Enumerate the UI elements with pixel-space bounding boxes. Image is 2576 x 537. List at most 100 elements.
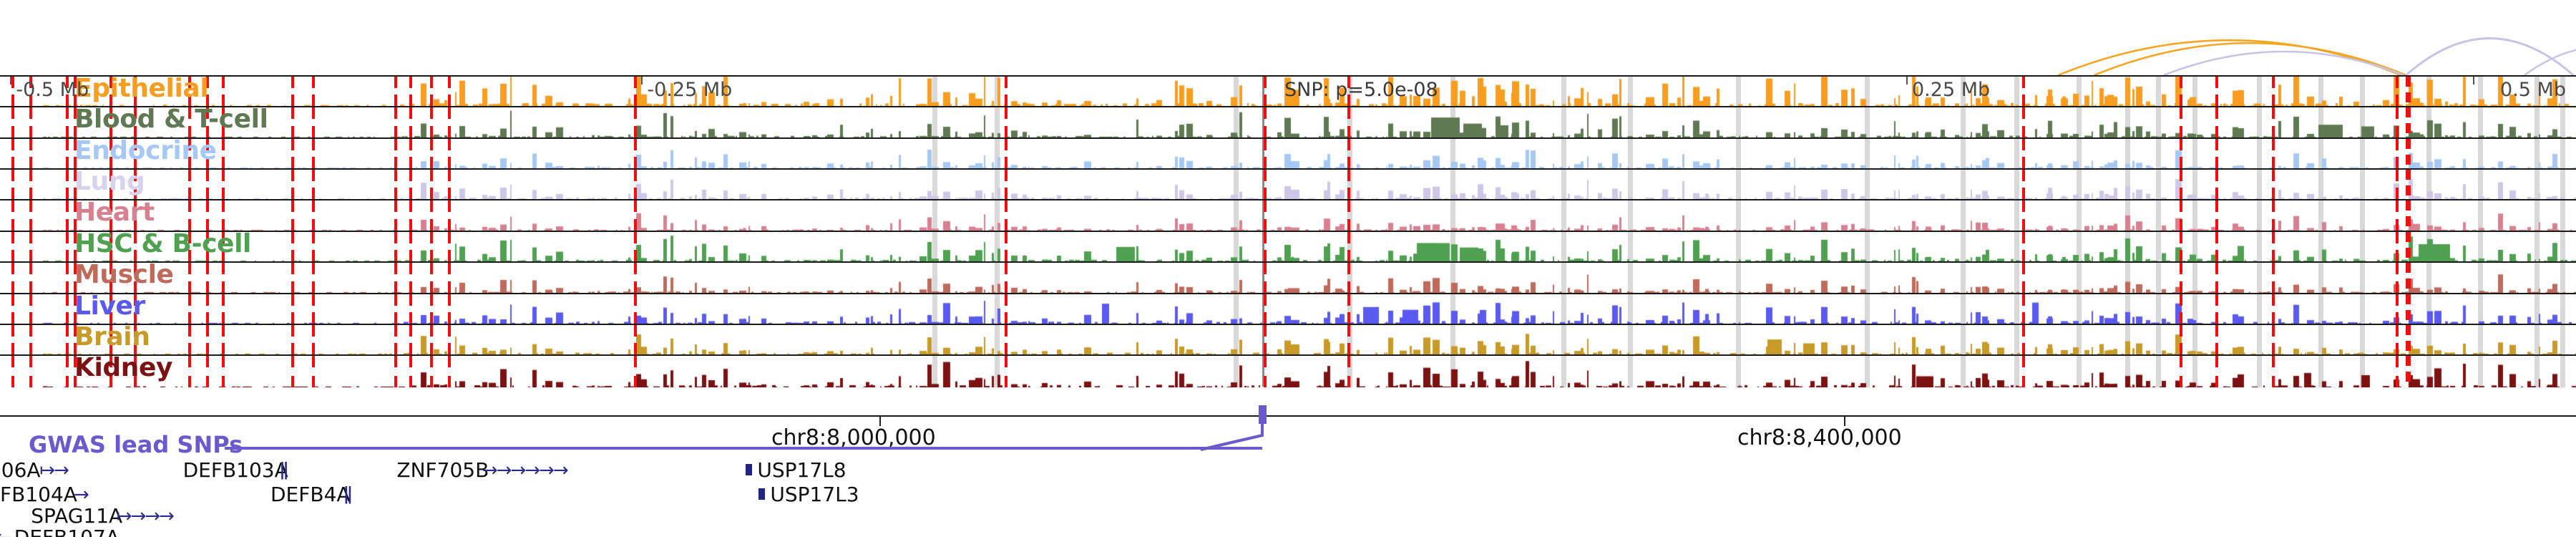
gwas-snp-tick (109, 294, 112, 306)
gwas-snp-tick (311, 200, 315, 213)
gwas-snp-tick (73, 356, 77, 368)
gwas-snp-tick (109, 95, 112, 107)
track-blood-t-cell[interactable]: Blood & T-cell (0, 107, 2576, 139)
gwas-snp-tick (206, 231, 209, 243)
track-endocrine[interactable]: Endocrine (0, 138, 2576, 170)
gene-label[interactable]: DEFB4A (270, 483, 351, 506)
gene-label[interactable]: 06A (1, 458, 41, 482)
gwas-snp-tick (2272, 170, 2275, 182)
gene-label[interactable]: SPAG11A (31, 504, 123, 528)
gwas-snp-tick (2215, 188, 2218, 200)
gwas-snp-tick (291, 231, 294, 243)
gwas-snp-tick (65, 157, 69, 169)
gwas-snp-tick (1347, 138, 1350, 150)
gene-label[interactable]: USP17L8 (757, 458, 847, 482)
locus-center-pointer (1262, 356, 1264, 387)
gwas-snp-tick (206, 170, 209, 182)
track-heart[interactable]: Heart (0, 200, 2576, 232)
gwas-snp-tick (2272, 311, 2275, 324)
gwas-snp-tick (134, 324, 137, 337)
gwas-snp-tick (2022, 125, 2025, 137)
gwas-snp-tick (2396, 107, 2399, 120)
gene-body-block (746, 464, 753, 475)
gwas-snp-tick (187, 200, 191, 213)
gwas-snp-tick (2396, 343, 2399, 355)
focal-snp-column (2406, 77, 2411, 107)
gwas-snp-tick (291, 263, 294, 275)
gwas-snp-tick (311, 281, 315, 293)
gwas-lead-snp-marker[interactable] (1259, 405, 1267, 424)
gwas-snp-tick (2022, 250, 2025, 262)
gwas-snp-tick (1263, 311, 1267, 324)
gwas-snp-tick (1347, 107, 1350, 120)
gwas-lead-snps-label: GWAS lead SNPs (29, 431, 243, 458)
track-epithelial[interactable]: Epithelial -0.5 Mb -0.25 Mb 0.25 Mb 0.5 Mb SN… (0, 77, 2576, 108)
gwas-snp-tick (311, 294, 315, 306)
locus-center-pointer (1262, 170, 1264, 200)
gwas-snp-tick (448, 95, 452, 107)
gwas-snp-tick (311, 231, 315, 243)
gwas-snp-tick (29, 138, 33, 150)
gene-label[interactable]: DEFB103A (182, 458, 288, 482)
focal-snp-column (2406, 107, 2411, 137)
gwas-snp-tick (633, 170, 637, 182)
gwas-snp-tick (2022, 343, 2025, 355)
gwas-snp-tick (134, 356, 137, 368)
coord-label-right: chr8:8,400,000 (1737, 425, 1902, 450)
gwas-snp-tick (448, 218, 452, 231)
gwas-snp-tick (1263, 294, 1267, 306)
track-kidney[interactable]: Kidney (0, 356, 2576, 387)
gwas-snp-tick (430, 170, 434, 182)
gwas-snp-tick (187, 311, 191, 324)
gwas-snp-tick (2272, 95, 2275, 107)
gwas-snp-tick (65, 311, 69, 324)
gwas-snp-tick (206, 157, 209, 169)
gwas-snp-tick (65, 231, 69, 243)
gwas-snp-tick (73, 231, 77, 243)
gwas-snp-tick (633, 324, 637, 337)
gwas-snp-tick (430, 356, 434, 368)
gwas-snp-tick (134, 263, 137, 275)
gwas-snp-tick (394, 95, 397, 107)
gwas-snp-tick (394, 231, 397, 243)
gwas-snp-tick (291, 311, 294, 324)
gwas-snp-tick (2215, 218, 2218, 231)
track-liver[interactable]: Liver (0, 294, 2576, 325)
gwas-snp-tick (409, 170, 413, 182)
track-muscle[interactable]: Muscle (0, 263, 2576, 294)
gwas-snp-tick (187, 188, 191, 200)
track-hsc-b-cell[interactable]: HSC & B-cell (0, 231, 2576, 263)
gwas-snp-tick (187, 294, 191, 306)
gwas-snp-tick (11, 218, 15, 231)
gwas-snp-tick (1347, 294, 1350, 306)
gwas-snp-tick (206, 356, 209, 368)
gwas-snp-tick (109, 343, 112, 355)
chromatin-loop-arc-region (0, 0, 2576, 75)
gwas-snp-tick (65, 95, 69, 107)
gwas-snp-tick (1263, 375, 1267, 387)
gwas-snp-tick (2396, 231, 2399, 243)
gene-label[interactable]: DEFB107A (14, 526, 119, 537)
signal-track-panel[interactable]: Epithelial -0.5 Mb -0.25 Mb 0.25 Mb 0.5 Mb SN… (0, 75, 2576, 417)
coord-label-left: chr8:8,000,000 (771, 425, 936, 450)
gwas-snp-tick (1347, 281, 1350, 293)
gwas-snp-tick (221, 231, 225, 243)
gwas-snp-tick (409, 250, 413, 262)
gene-label[interactable]: ZNF705B (396, 458, 489, 482)
gwas-snp-tick (1347, 263, 1350, 275)
gwas-snp-tick (633, 250, 637, 262)
gwas-snp-tick (109, 157, 112, 169)
gwas-snp-tick (187, 250, 191, 262)
gene-label[interactable]: USP17L3 (770, 483, 859, 506)
gwas-snp-tick (1347, 77, 1350, 88)
track-lung[interactable]: Lung (0, 170, 2576, 201)
focal-snp-column (2406, 231, 2411, 262)
gene-label[interactable]: FB104A (0, 483, 77, 506)
track-brain[interactable]: Brain (0, 324, 2576, 357)
gwas-snp-tick (73, 77, 77, 88)
gwas-snp-tick (65, 356, 69, 368)
gwas-snp-tick (2272, 157, 2275, 169)
gwas-snp-tick (65, 107, 69, 120)
gwas-snp-tick (1263, 188, 1267, 200)
locus-center-pointer (1262, 107, 1264, 137)
